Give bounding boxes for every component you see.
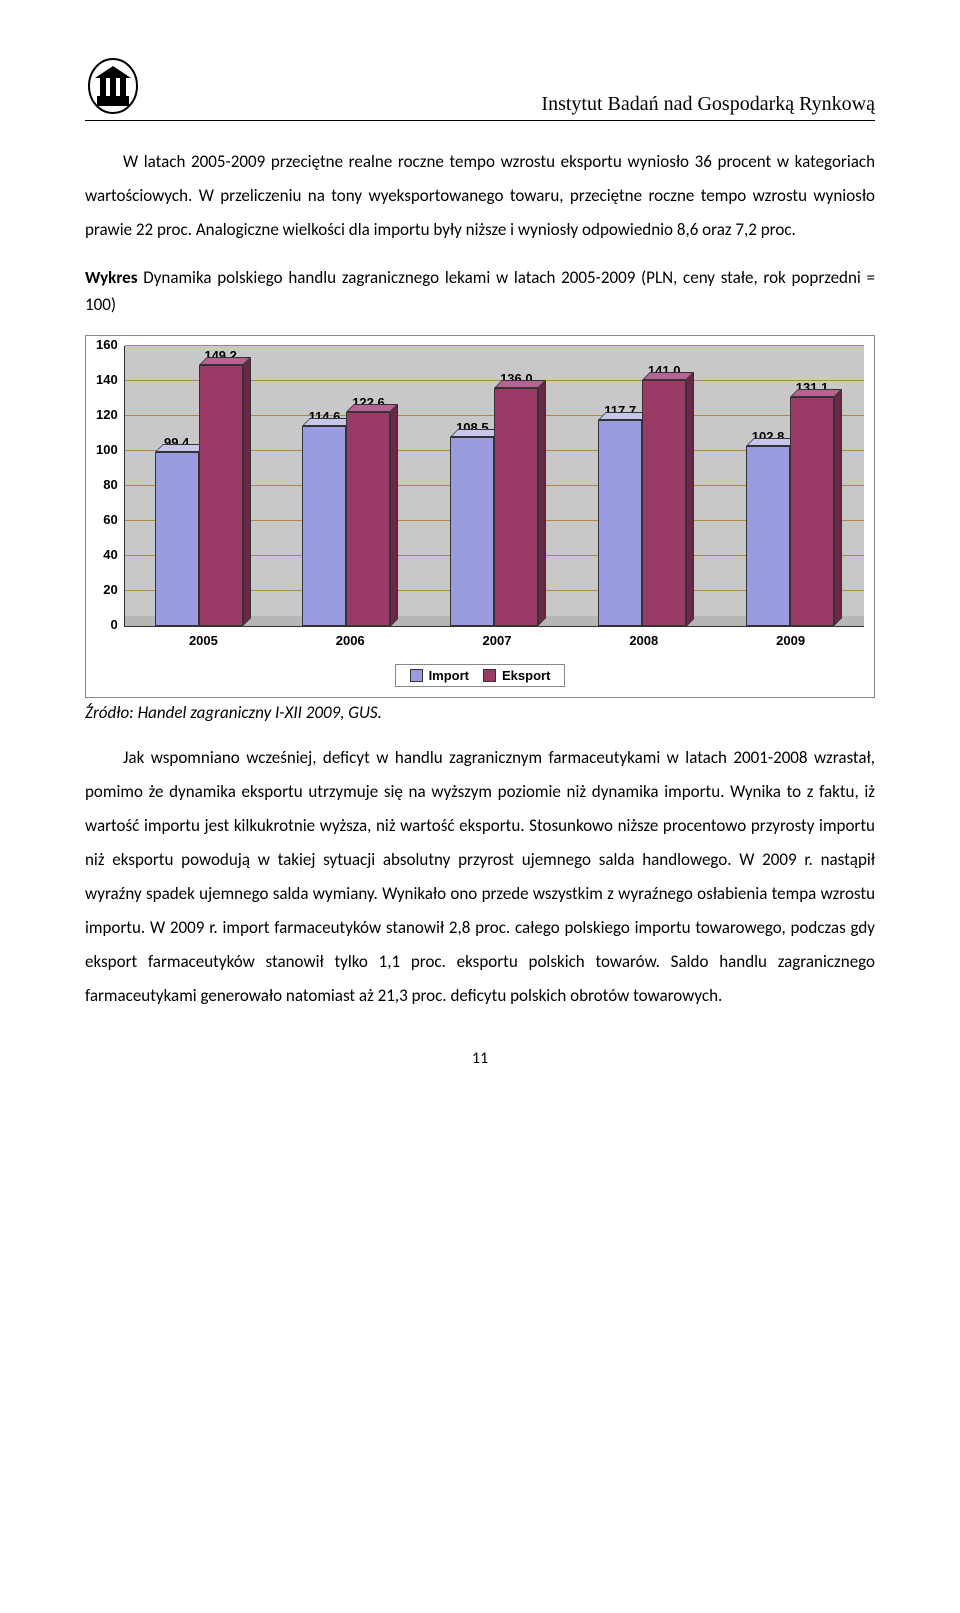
bar-group: 114,6122,6 [280,395,413,627]
y-axis: 160140120100806040200 [96,346,124,626]
bar: 99,4 [155,435,199,626]
bar: 149,2 [199,348,243,626]
bar: 102,8 [746,429,790,626]
bar: 122,6 [346,395,390,627]
bar-group: 108,5136,0 [428,371,561,626]
chart-caption: Wykres Dynamika polskiego handlu zagrani… [85,264,875,318]
bar-group: 99,4149,2 [132,348,265,626]
legend-item: Eksport [483,668,550,683]
x-tick: 2005 [189,633,218,648]
bar-group: 117,7141,0 [576,363,709,627]
institute-logo-icon [85,56,141,116]
paragraph-2: Jak wspomniano wcześniej, deficyt w hand… [85,741,875,1013]
bar: 108,5 [450,420,494,627]
bar-group: 102,8131,1 [724,380,857,626]
bar: 136,0 [494,371,538,626]
x-tick: 2007 [483,633,512,648]
legend-label: Eksport [502,668,550,683]
chart-legend: Import Eksport [395,664,566,687]
x-tick: 2006 [336,633,365,648]
bar-chart: 160140120100806040200 99,4149,2114,6122,… [85,335,875,698]
page-header: Instytut Badań nad Gospodarką Rynkową [85,56,875,121]
plot-area: 99,4149,2114,6122,6108,5136,0117,7141,01… [124,346,864,627]
bars-row: 99,4149,2114,6122,6108,5136,0117,7141,01… [125,346,864,626]
caption-lead: Wykres [85,267,138,288]
legend-label: Import [429,668,469,683]
bar: 117,7 [598,403,642,626]
x-axis: 2005 2006 2007 2008 2009 [130,627,864,648]
legend-swatch-icon [410,669,423,682]
x-tick: 2009 [776,633,805,648]
bar: 114,6 [302,409,346,627]
paragraph-1: W latach 2005-2009 przeciętne realne roc… [85,145,875,247]
page-number: 11 [85,1049,875,1068]
legend-item: Import [410,668,469,683]
chart-source: Źródło: Handel zagraniczny I-XII 2009, G… [85,702,875,723]
header-title: Instytut Badań nad Gospodarką Rynkową [541,93,875,116]
legend-swatch-icon [483,669,496,682]
bar: 131,1 [790,380,834,626]
caption-rest: Dynamika polskiego handlu zagranicznego … [85,267,875,315]
bar: 141,0 [642,363,686,627]
x-tick: 2008 [629,633,658,648]
